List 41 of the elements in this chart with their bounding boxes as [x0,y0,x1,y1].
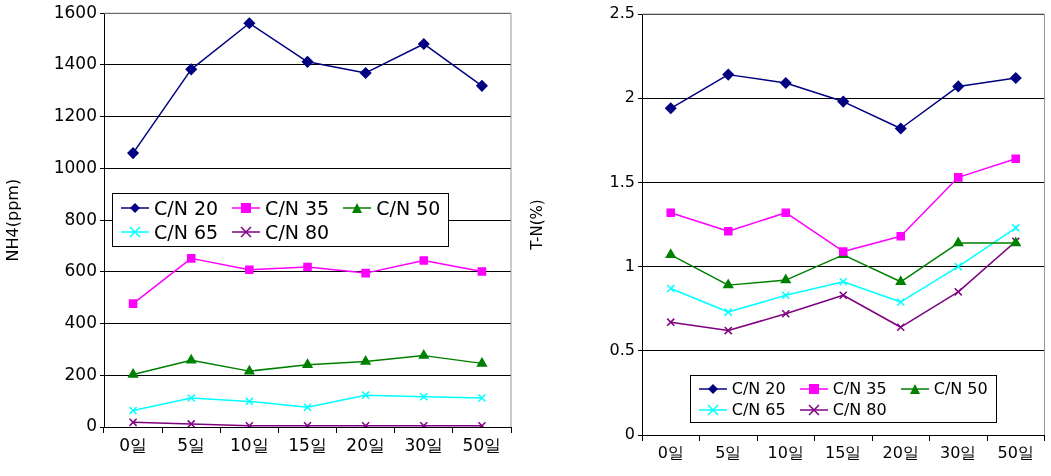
x-tick-label: 0일 [119,434,147,455]
y-tick-label: 400 [64,311,97,332]
x-tick-label: 30일 [940,442,977,462]
y-tick-label: 0.5 [609,339,635,359]
x-tick-label: 15일 [288,434,327,455]
y-tick-label: 800 [64,208,97,229]
y-tick-label: 2 [624,87,635,107]
y-tick-label: 1400 [53,53,97,74]
legend-label: C/N 65 [154,221,219,244]
x-tick-label: 10일 [230,434,269,455]
y-tick-label: 0 [624,424,635,444]
x-tick-label: 5일 [177,434,206,455]
y-axis-title: T-N(%) [527,199,546,251]
x-tick-label: 5일 [715,442,742,462]
legend-label: C/N 35 [265,197,330,220]
x-tick-label: 50일 [997,442,1034,462]
x-tick-label: 20일 [882,442,919,462]
legend-label: C/N 80 [832,400,887,419]
x-tick-label: 10일 [767,442,804,462]
y-axis-title: NH4(ppm) [2,178,22,262]
y-tick-label: 200 [64,363,97,384]
y-tick-label: 1200 [53,105,97,126]
legend-label: C/N 35 [832,379,887,398]
legend-label: C/N 20 [731,379,786,398]
y-tick-label: 600 [64,260,97,281]
y-tick-label: 1.5 [609,171,635,191]
y-tick-label: 1000 [53,156,97,177]
y-tick-label: 1 [624,255,635,275]
y-tick-label: 2.5 [609,3,635,23]
y-tick-label: 0 [86,415,97,436]
legend-label: C/N 65 [731,400,786,419]
x-tick-label: 50일 [462,434,502,455]
legend-label: C/N 20 [154,197,219,220]
x-tick-label: 15일 [825,442,862,462]
x-tick-label: 0일 [657,442,684,462]
y-tick-label: 1600 [53,1,97,22]
legend-label: C/N 80 [265,221,330,244]
legend-label: C/N 50 [376,197,441,220]
x-tick-label: 30일 [404,434,444,455]
x-tick-label: 20일 [346,434,385,455]
legend-label: C/N 50 [933,379,988,398]
